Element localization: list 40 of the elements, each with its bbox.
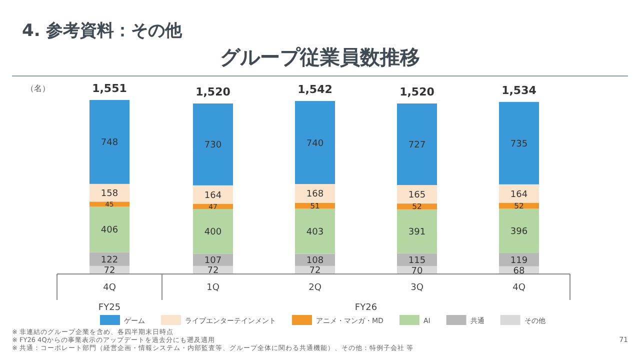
chart-title: 4. 参考資料：その他 — [22, 21, 184, 41]
data-label: 391 — [408, 228, 426, 238]
x-tick-label: 2Q — [308, 283, 322, 293]
x-tick-label: 4Q — [103, 283, 116, 293]
data-label: 727 — [408, 140, 426, 150]
data-label: 740 — [306, 138, 324, 149]
data-label: 122 — [100, 255, 118, 266]
y-axis-title: （名） — [26, 84, 50, 93]
data-label: 164 — [510, 190, 528, 200]
data-label: 396 — [510, 227, 528, 238]
data-label: 735 — [510, 139, 528, 150]
x-tick-label: 3Q — [410, 283, 424, 293]
data-label: 108 — [306, 256, 324, 266]
data-label: 158 — [100, 189, 118, 200]
data-label: 115 — [408, 256, 426, 266]
total-label: 1,542 — [298, 83, 332, 96]
text: FY26 — [354, 303, 378, 313]
text: FY25 — [98, 303, 121, 313]
data-label: 68 — [513, 266, 525, 276]
data-label: 70 — [411, 266, 423, 276]
total-label: 1,520 — [400, 85, 435, 98]
data-label: 400 — [204, 228, 222, 238]
total-label: 1,520 — [196, 85, 231, 98]
data-label: 403 — [306, 227, 324, 238]
total-label: 1,551 — [92, 82, 127, 95]
data-label: 748 — [100, 138, 118, 148]
total-label: 1,534 — [502, 84, 537, 97]
data-label: 164 — [204, 190, 222, 201]
data-label: 406 — [100, 226, 118, 236]
data-label: 72 — [104, 266, 116, 276]
x-tick-label: 1Q — [206, 283, 220, 293]
data-label: 119 — [510, 256, 528, 266]
data-label: 730 — [204, 140, 222, 151]
data-label: 165 — [408, 190, 426, 201]
data-label: 168 — [306, 190, 324, 200]
x-tick-label: 4Q — [512, 283, 526, 293]
data-label: 72 — [207, 266, 219, 276]
data-label: 72 — [309, 266, 321, 276]
data-label: 107 — [204, 256, 222, 266]
chart-subtitle: グループ従業員数推移 — [220, 45, 420, 69]
